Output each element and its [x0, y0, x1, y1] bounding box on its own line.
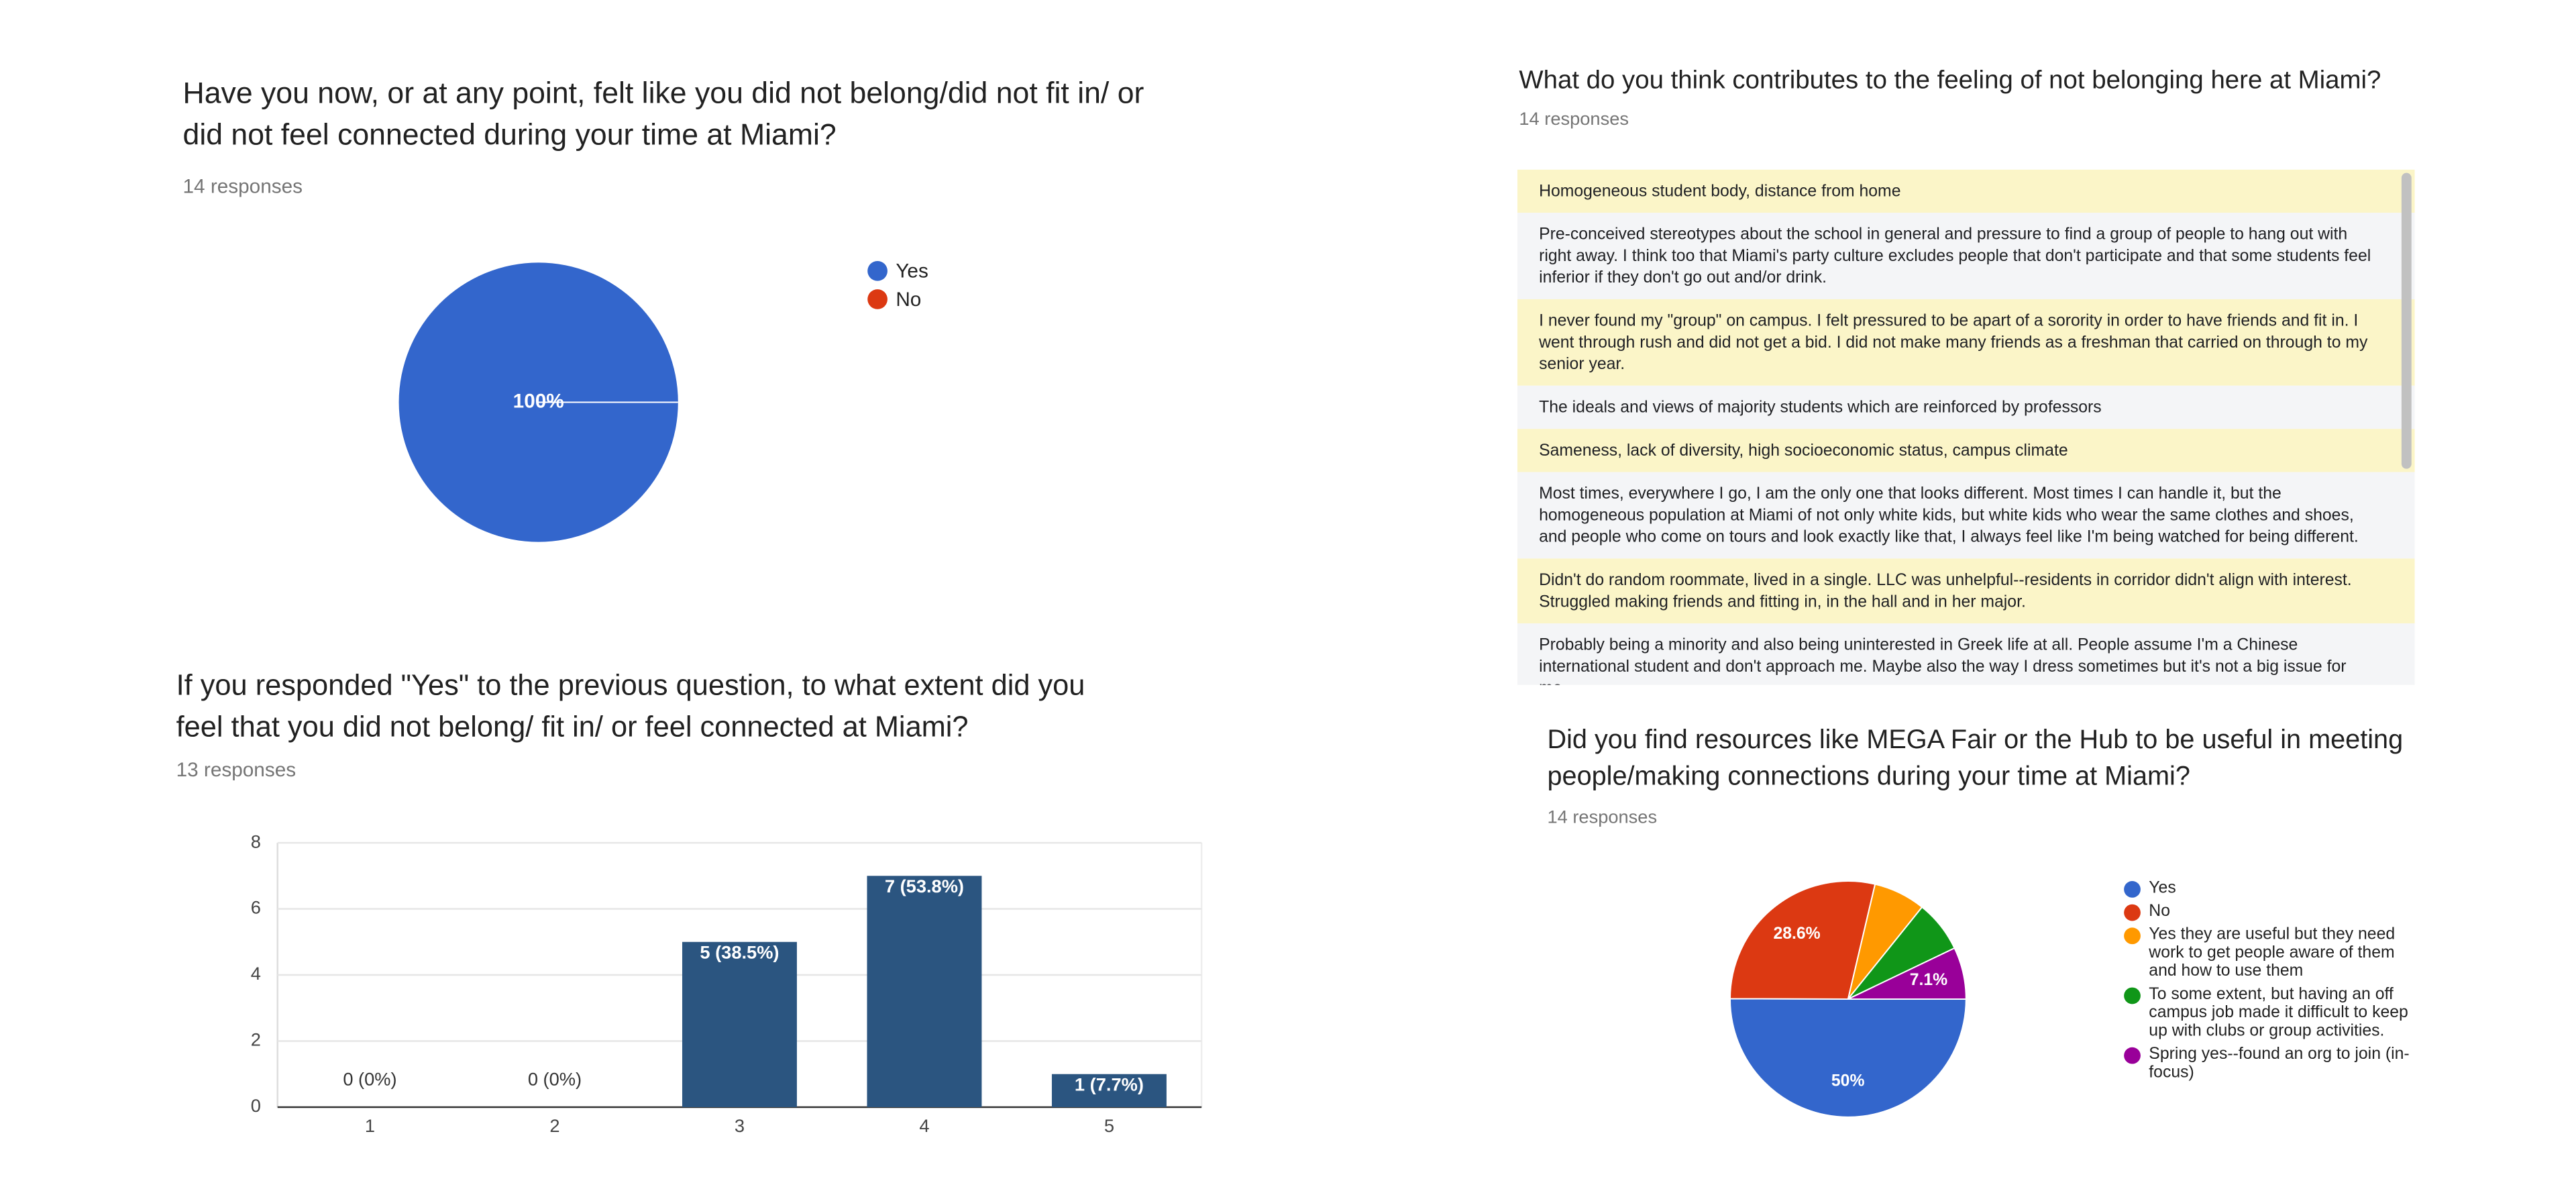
value-label: 1 (7.7%): [1075, 1074, 1144, 1094]
legend-label: No: [896, 287, 922, 311]
pie-slice: [1729, 998, 1967, 1118]
response: I never found my "group" on campus. I fe…: [1517, 299, 2415, 386]
value-label: 5 (38.5%): [700, 941, 779, 962]
value-label: 0 (0%): [343, 1069, 396, 1090]
response-count: 14 responses: [1547, 808, 1658, 828]
scrollbar[interactable]: [2401, 172, 2412, 469]
response: Homogeneous student body, distance from …: [1517, 169, 2415, 213]
x-tick-label: 1: [365, 1115, 375, 1136]
value-label: 7 (53.8%): [885, 876, 964, 896]
x-tick-label: 4: [919, 1115, 929, 1136]
response-count: 14 responses: [182, 174, 303, 198]
x-tick-label: 5: [1104, 1115, 1114, 1136]
legend-label: Yes: [896, 259, 928, 283]
legend-marker: [2124, 987, 2141, 1004]
legend-label: Yes: [2149, 879, 2176, 898]
value-label: 28.6%: [1773, 925, 1820, 943]
response: Probably being a minority and also being…: [1517, 623, 2415, 685]
legend: Yes No: [867, 259, 1067, 315]
value-label: 50%: [1831, 1072, 1865, 1090]
response-count: 13 responses: [176, 758, 297, 782]
legend-marker: [2124, 1047, 2141, 1064]
pie-slice: [1847, 947, 1967, 1000]
value-label: 7.1%: [1910, 971, 1947, 989]
legend-marker: [2124, 881, 2141, 898]
legend-item: Spring yes--found an org to join (in-foc…: [2124, 1045, 2423, 1082]
legend-item: No: [867, 288, 1067, 311]
x-tick-label: 3: [735, 1115, 745, 1136]
legend-marker: [867, 289, 888, 309]
response: Most times, everywhere I go, I am the on…: [1517, 472, 2415, 559]
question-title: Have you now, or at any point, felt like…: [182, 76, 1144, 152]
legend-item: Yes: [867, 259, 1067, 282]
legend-item: To some extent, but having an off campus…: [2124, 986, 2423, 1041]
legend-label: Yes they are useful but they need work t…: [2149, 925, 2396, 981]
response-count: 14 responses: [1519, 109, 1629, 130]
x-tick-label: 2: [549, 1115, 559, 1136]
legend-label: No: [2149, 902, 2171, 921]
response: Sameness, lack of diversity, high socioe…: [1517, 429, 2415, 472]
response: Pre-conceived stereotypes about the scho…: [1517, 213, 2415, 299]
response: The ideals and views of majority student…: [1517, 385, 2415, 429]
question-title: Did you find resources like MEGA Fair or…: [1547, 726, 2404, 792]
value-label: 0 (0%): [528, 1069, 582, 1090]
value-label: 100%: [513, 390, 564, 412]
y-tick-label: 6: [251, 897, 261, 918]
legend-marker: [867, 260, 888, 281]
pie-slice: [1729, 880, 1876, 1000]
response: Didn't do random roommate, lived in a si…: [1517, 558, 2415, 624]
y-tick-label: 4: [251, 963, 261, 984]
bar: [682, 941, 797, 1107]
response-list: Homogeneous student body, distance from …: [1517, 169, 2415, 685]
bar: [1051, 1074, 1167, 1107]
legend-label: Spring yes--found an org to join (in-foc…: [2149, 1045, 2410, 1082]
legend-label: To some extent, but having an off campus…: [2149, 986, 2408, 1041]
legend-item: Yes they are useful but they need work t…: [2124, 926, 2423, 981]
legend-item: Yes: [2124, 880, 2423, 898]
legend-marker: [2124, 904, 2141, 921]
question-title: What do you think contributes to the fee…: [1519, 66, 2381, 95]
y-tick-label: 8: [251, 831, 261, 851]
legend-item: No: [2124, 902, 2423, 921]
y-tick-label: 0: [251, 1095, 261, 1116]
legend: Yes No Yes they are useful but they need w…: [2124, 880, 2423, 1088]
y-tick-label: 2: [251, 1029, 261, 1050]
legend-marker: [2124, 927, 2141, 945]
question-title: If you responded "Yes" to the previous q…: [176, 668, 1085, 743]
bar: [867, 876, 982, 1107]
